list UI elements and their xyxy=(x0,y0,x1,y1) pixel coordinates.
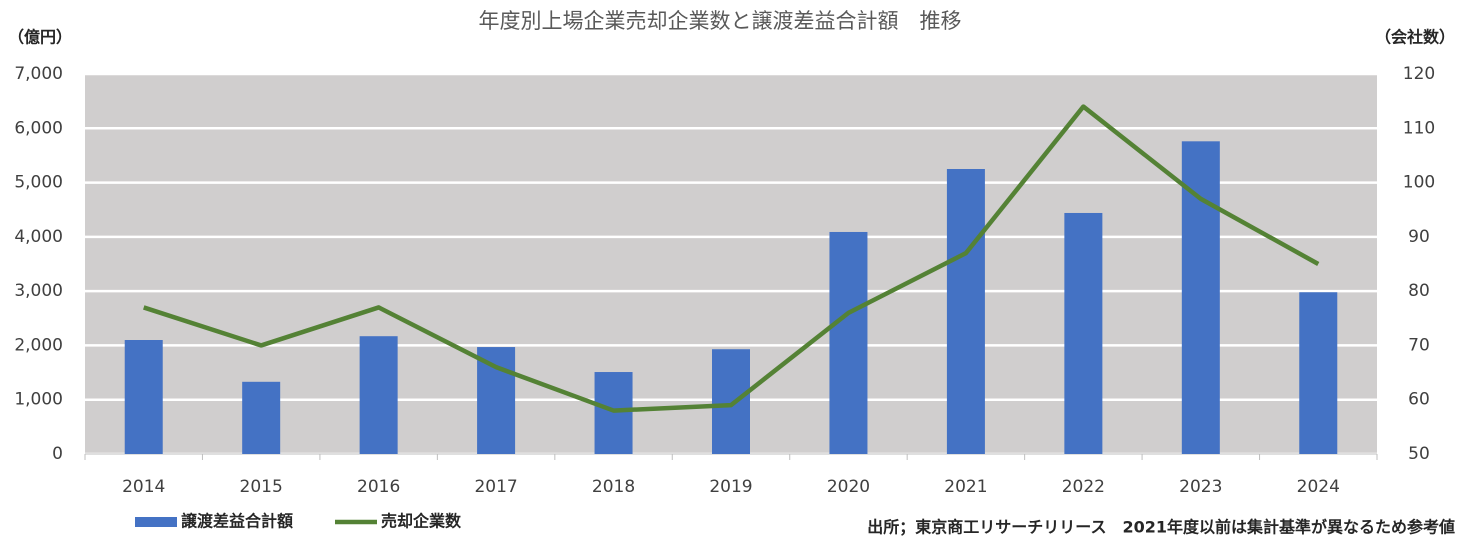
bar xyxy=(594,372,633,454)
y-tick-label: 6,000 xyxy=(14,118,63,138)
line xyxy=(143,104,1320,413)
x-tick-label: 2014 xyxy=(122,477,165,497)
x-tick-label: 2018 xyxy=(592,477,635,497)
x-tick-label: 2022 xyxy=(1062,477,1105,497)
bar xyxy=(829,231,868,454)
bar xyxy=(1064,212,1103,454)
bar xyxy=(477,347,516,454)
legend-label: 譲渡差益合計額 xyxy=(181,512,293,531)
bar xyxy=(712,349,750,454)
y2-tick-label: 50 xyxy=(1408,444,1430,464)
y-tick-label: 0 xyxy=(52,444,63,464)
x-tick-label: 2015 xyxy=(240,477,283,497)
y2-axis-label: （会社数） xyxy=(1375,28,1455,47)
x-tick-label: 2023 xyxy=(1179,477,1222,497)
y-tick-label: 1,000 xyxy=(14,390,63,410)
y2-tick-label: 120 xyxy=(1403,64,1435,84)
legend-swatch xyxy=(135,517,177,527)
x-tick-label: 2017 xyxy=(474,477,517,497)
x-tick-label: 2020 xyxy=(827,477,870,497)
y2-tick-label: 110 xyxy=(1403,118,1435,138)
x-tick-label: 2016 xyxy=(357,477,400,497)
bar xyxy=(946,169,985,454)
y2-tick-label: 100 xyxy=(1403,173,1435,193)
chart-title: 年度別上場企業売却企業数と譲渡差益合計額 推移 xyxy=(479,9,962,33)
legend-label: 売却企業数 xyxy=(381,512,462,531)
bar xyxy=(1181,141,1220,455)
x-tick-label: 2019 xyxy=(709,477,752,497)
x-tick-label: 2024 xyxy=(1297,477,1340,497)
y2-tick-label: 90 xyxy=(1408,227,1430,247)
x-tick-label: 2021 xyxy=(944,477,987,497)
bar xyxy=(359,336,398,454)
bar xyxy=(124,340,163,454)
y-tick-label: 7,000 xyxy=(14,64,63,84)
y2-tick-label: 80 xyxy=(1408,281,1430,301)
source-note: 出所；東京商工リサーチリリース 2021年度以前は集計基準が異なるため参考値 xyxy=(867,518,1455,537)
bar xyxy=(242,381,281,454)
y-axis-label: （億円） xyxy=(8,28,72,47)
y-tick-label: 2,000 xyxy=(14,335,63,355)
y-tick-label: 3,000 xyxy=(14,281,63,301)
y2-tick-label: 60 xyxy=(1408,390,1430,410)
y2-tick-label: 70 xyxy=(1408,335,1430,355)
y-tick-label: 5,000 xyxy=(14,173,63,193)
y-tick-label: 4,000 xyxy=(14,227,63,247)
bar xyxy=(1299,292,1338,454)
